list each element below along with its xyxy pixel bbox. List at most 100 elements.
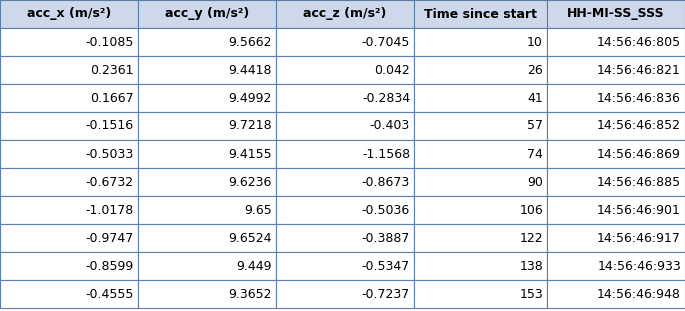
- Text: 14:56:46:821: 14:56:46:821: [597, 63, 681, 77]
- Text: -1.0178: -1.0178: [86, 203, 134, 216]
- Text: 9.3652: 9.3652: [229, 287, 272, 300]
- Text: acc_x (m/s²): acc_x (m/s²): [27, 7, 111, 21]
- Text: 0.042: 0.042: [374, 63, 410, 77]
- Bar: [414, 56, 547, 84]
- Text: 14:56:46:901: 14:56:46:901: [597, 203, 681, 216]
- Bar: [0, 56, 138, 84]
- Text: -0.5347: -0.5347: [362, 259, 410, 272]
- Bar: [414, 140, 547, 168]
- Text: 106: 106: [519, 203, 543, 216]
- Bar: [276, 140, 414, 168]
- Bar: [547, 0, 685, 28]
- Text: acc_y (m/s²): acc_y (m/s²): [165, 7, 249, 21]
- Text: 14:56:46:852: 14:56:46:852: [597, 119, 681, 132]
- Bar: [138, 196, 276, 224]
- Text: -0.6732: -0.6732: [86, 175, 134, 188]
- Bar: [276, 280, 414, 308]
- Text: -0.2834: -0.2834: [362, 91, 410, 104]
- Text: HH-MI-SS_SSS: HH-MI-SS_SSS: [567, 7, 665, 21]
- Bar: [0, 112, 138, 140]
- Bar: [138, 0, 276, 28]
- Bar: [0, 280, 138, 308]
- Text: 14:56:46:805: 14:56:46:805: [597, 35, 681, 49]
- Bar: [276, 252, 414, 280]
- Bar: [547, 84, 685, 112]
- Text: 14:56:46:869: 14:56:46:869: [597, 147, 681, 160]
- Text: -0.1516: -0.1516: [86, 119, 134, 132]
- Bar: [276, 112, 414, 140]
- Bar: [0, 196, 138, 224]
- Bar: [547, 112, 685, 140]
- Bar: [0, 28, 138, 56]
- Bar: [138, 28, 276, 56]
- Bar: [276, 168, 414, 196]
- Text: 9.6236: 9.6236: [229, 175, 272, 188]
- Bar: [138, 224, 276, 252]
- Bar: [138, 112, 276, 140]
- Bar: [547, 280, 685, 308]
- Text: 14:56:46:836: 14:56:46:836: [597, 91, 681, 104]
- Bar: [547, 28, 685, 56]
- Text: 14:56:46:948: 14:56:46:948: [597, 287, 681, 300]
- Bar: [0, 0, 138, 28]
- Text: -0.9747: -0.9747: [86, 231, 134, 244]
- Bar: [276, 196, 414, 224]
- Text: 14:56:46:933: 14:56:46:933: [597, 259, 681, 272]
- Bar: [276, 28, 414, 56]
- Text: -0.7237: -0.7237: [362, 287, 410, 300]
- Bar: [138, 140, 276, 168]
- Bar: [276, 84, 414, 112]
- Text: 9.7218: 9.7218: [228, 119, 272, 132]
- Bar: [547, 252, 685, 280]
- Bar: [0, 84, 138, 112]
- Text: -0.7045: -0.7045: [362, 35, 410, 49]
- Bar: [138, 252, 276, 280]
- Text: 9.449: 9.449: [236, 259, 272, 272]
- Text: -0.8599: -0.8599: [86, 259, 134, 272]
- Text: -0.3887: -0.3887: [362, 231, 410, 244]
- Bar: [547, 168, 685, 196]
- Text: 57: 57: [527, 119, 543, 132]
- Bar: [276, 224, 414, 252]
- Bar: [138, 84, 276, 112]
- Bar: [0, 140, 138, 168]
- Text: -0.1085: -0.1085: [86, 35, 134, 49]
- Bar: [0, 168, 138, 196]
- Bar: [547, 56, 685, 84]
- Bar: [138, 56, 276, 84]
- Text: 90: 90: [527, 175, 543, 188]
- Bar: [414, 168, 547, 196]
- Bar: [547, 224, 685, 252]
- Bar: [547, 140, 685, 168]
- Text: acc_z (m/s²): acc_z (m/s²): [303, 7, 387, 21]
- Bar: [414, 84, 547, 112]
- Text: -0.5033: -0.5033: [86, 147, 134, 160]
- Bar: [0, 252, 138, 280]
- Text: 138: 138: [519, 259, 543, 272]
- Text: 153: 153: [519, 287, 543, 300]
- Bar: [414, 28, 547, 56]
- Bar: [414, 252, 547, 280]
- Text: 9.4418: 9.4418: [229, 63, 272, 77]
- Bar: [414, 112, 547, 140]
- Bar: [138, 168, 276, 196]
- Text: 0.1667: 0.1667: [90, 91, 134, 104]
- Bar: [0, 224, 138, 252]
- Bar: [414, 280, 547, 308]
- Bar: [276, 56, 414, 84]
- Text: 10: 10: [527, 35, 543, 49]
- Text: -0.5036: -0.5036: [362, 203, 410, 216]
- Text: 9.65: 9.65: [245, 203, 272, 216]
- Text: 26: 26: [527, 63, 543, 77]
- Text: 41: 41: [527, 91, 543, 104]
- Text: 9.4155: 9.4155: [228, 147, 272, 160]
- Bar: [547, 196, 685, 224]
- Text: 9.4992: 9.4992: [229, 91, 272, 104]
- Text: 122: 122: [519, 231, 543, 244]
- Text: 9.5662: 9.5662: [229, 35, 272, 49]
- Text: 14:56:46:917: 14:56:46:917: [597, 231, 681, 244]
- Text: 74: 74: [527, 147, 543, 160]
- Text: -0.4555: -0.4555: [86, 287, 134, 300]
- Bar: [138, 280, 276, 308]
- Text: Time since start: Time since start: [424, 7, 537, 21]
